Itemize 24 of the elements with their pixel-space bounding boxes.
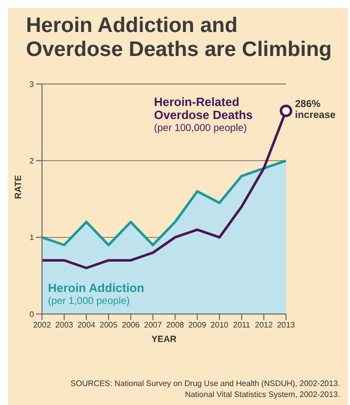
source-note: SOURCES: National Survey on Drug Use and Health (NSDUH), 2002-2013. — [70, 378, 340, 389]
y-axis-title: RATE — [13, 175, 24, 199]
y-tick-label: 0 — [30, 310, 35, 319]
chart-title: Heroin Addiction and Overdose Deaths are Climbing — [25, 13, 333, 62]
x-tick-label: 2010 — [210, 320, 229, 330]
series-label: Heroin-Related Overdose Deaths (per 100,000 people) — [154, 95, 254, 135]
y-tick-label: 3 — [30, 80, 35, 89]
series-label: Heroin Addiction (per 1,000 people) — [48, 281, 146, 308]
x-tick-label: 2008 — [166, 320, 185, 330]
x-tick-label: 2002 — [33, 320, 52, 330]
x-tick-label: 2003 — [55, 320, 74, 330]
x-axis-title: YEAR — [151, 334, 177, 344]
y-tick-label: 2 — [30, 156, 35, 166]
x-tick-label: 2012 — [254, 320, 274, 330]
x-tick-label: 2005 — [100, 320, 118, 330]
x-tick-label: 2004 — [77, 320, 96, 330]
text: National Vital Statistics System, 2002-2013. — [184, 389, 340, 400]
x-tick-label: 2009 — [188, 320, 207, 330]
annotation: 286% increase — [295, 98, 336, 121]
x-tick-label: 2006 — [122, 320, 140, 330]
x-tick-label: 2011 — [233, 320, 251, 330]
x-tick-label: 2007 — [144, 320, 162, 330]
y-tick-label: 1 — [30, 233, 35, 242]
x-tick-label: 2013 — [277, 320, 296, 330]
